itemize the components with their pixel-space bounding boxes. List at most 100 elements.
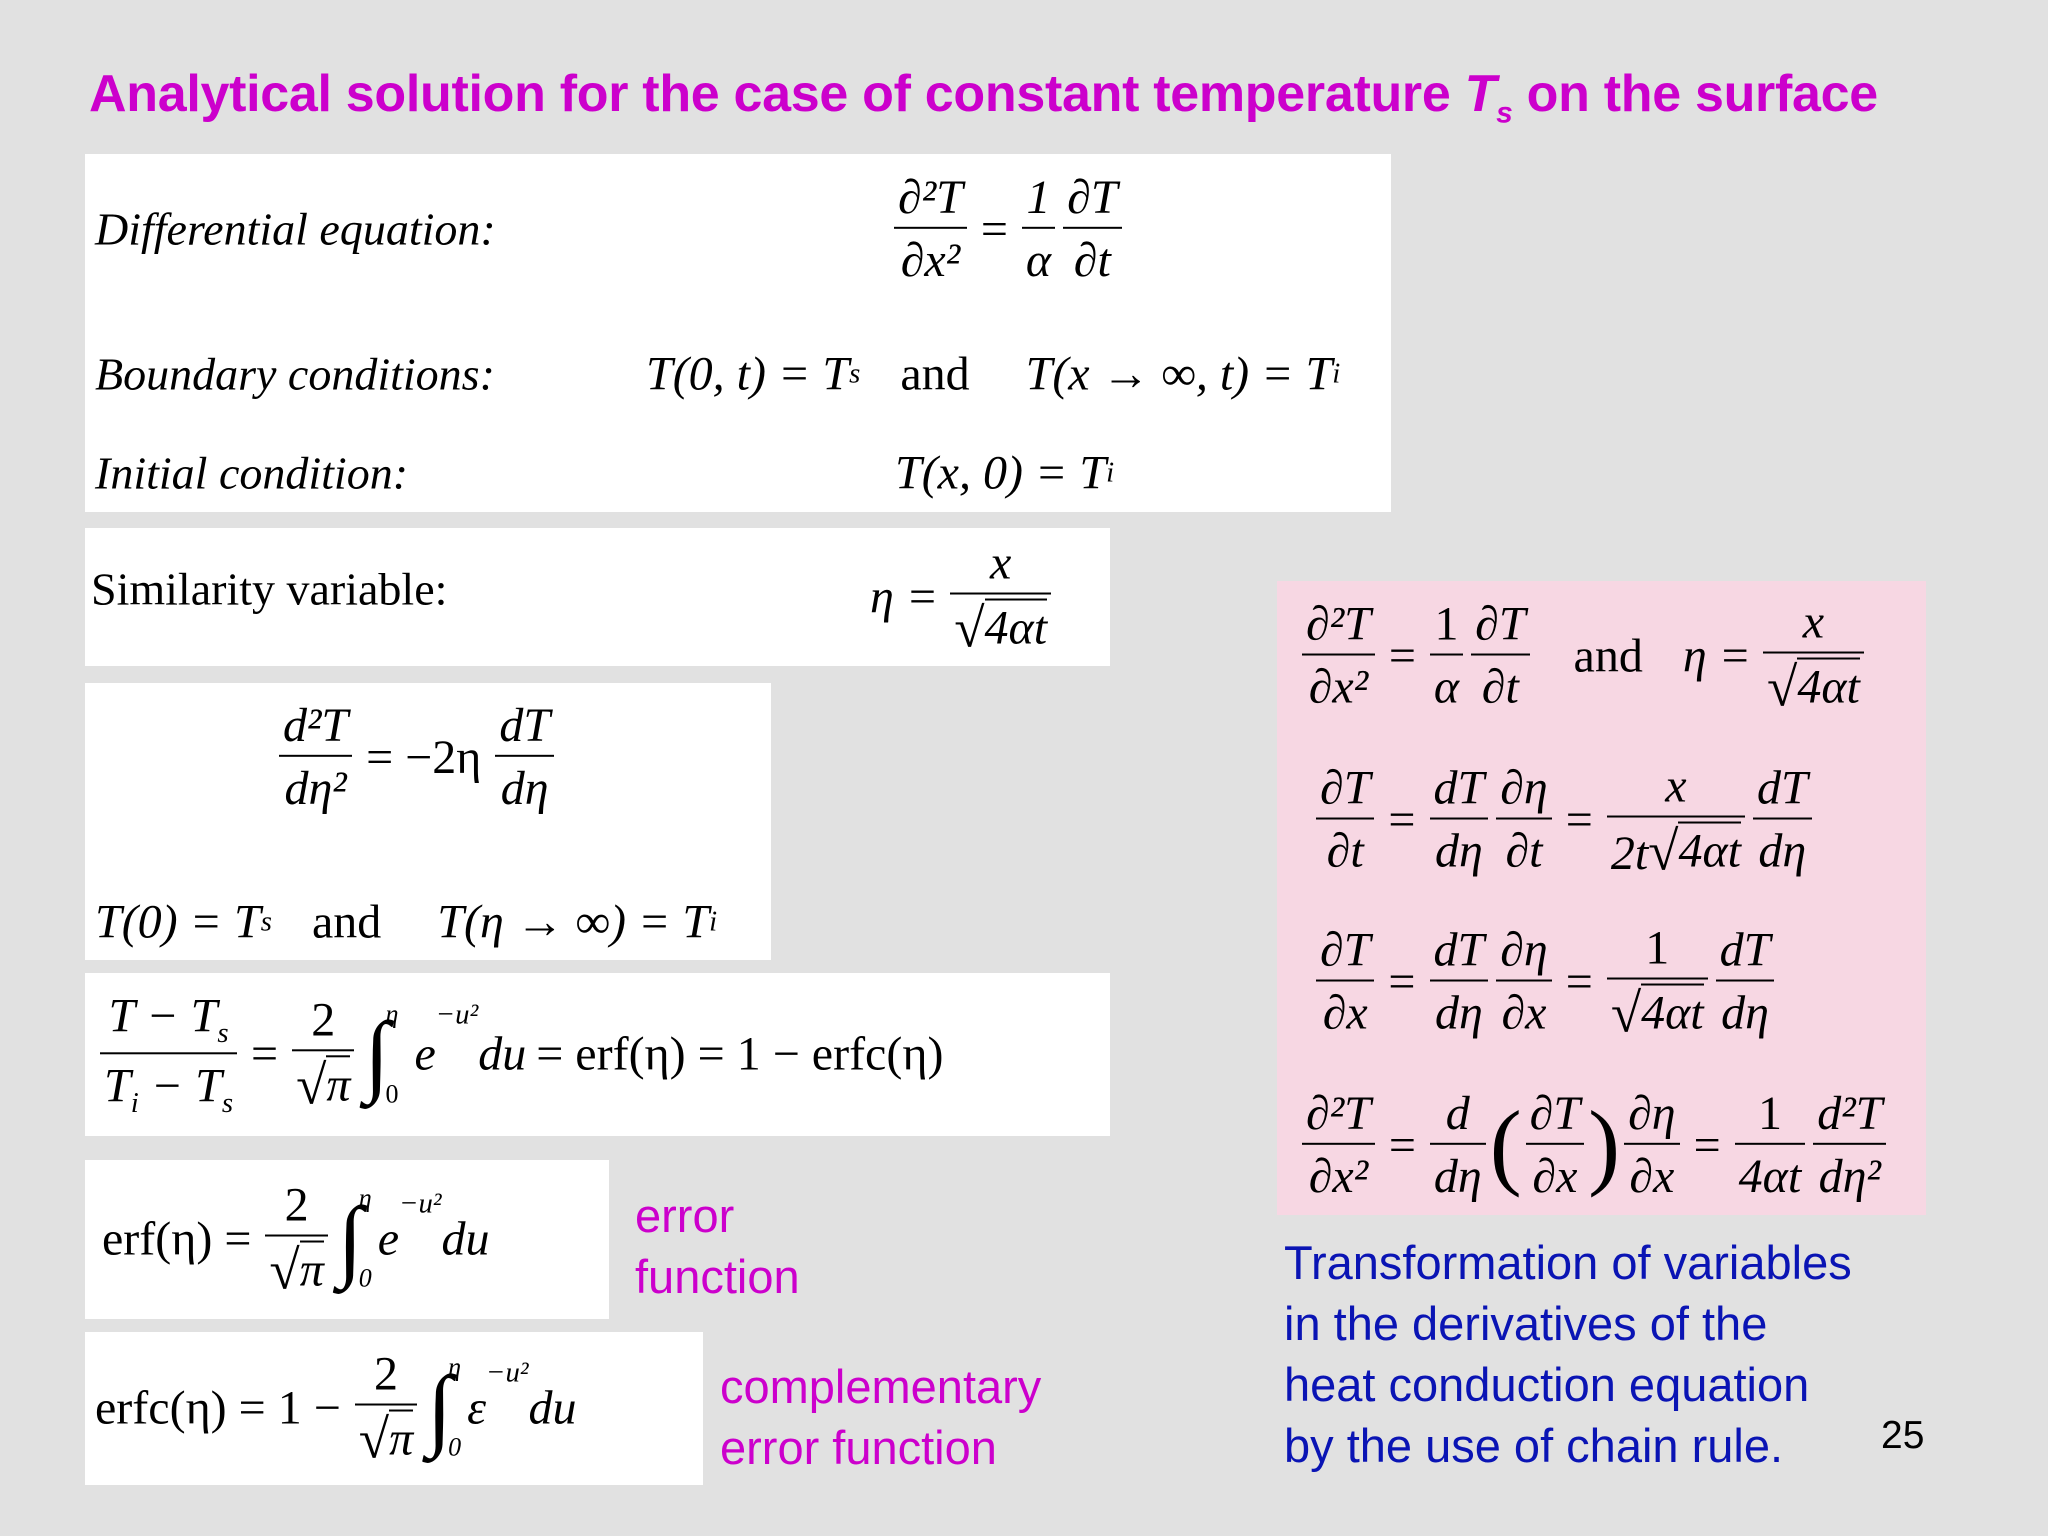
- radicand: π: [299, 1240, 324, 1298]
- eta-lhs: η =: [1682, 629, 1752, 683]
- ic-label: Initial condition:: [95, 447, 409, 499]
- upper: η: [358, 1184, 372, 1213]
- integral-icon: ∫: [427, 1357, 453, 1459]
- left-paren: (: [1489, 1091, 1522, 1198]
- num: ∂η: [1628, 1086, 1676, 1140]
- frac: d²T dη²: [279, 698, 353, 816]
- d1b: − T: [138, 1059, 222, 1112]
- title-var-t: T: [1464, 65, 1497, 123]
- diff-label: Differential equation:: [95, 203, 496, 255]
- frac: ∂²T ∂x²: [894, 170, 967, 288]
- num: 2: [284, 1178, 309, 1232]
- equals: =: [1693, 1118, 1721, 1172]
- boundary-conditions-row: Boundary conditions:: [95, 348, 495, 401]
- exp-base: e: [377, 1212, 400, 1266]
- title-var-sub: s: [1496, 96, 1513, 130]
- num: d²T: [283, 698, 349, 752]
- radicand: π: [389, 1409, 414, 1467]
- tail: = erf(η) = 1 − erfc(η): [536, 1027, 944, 1081]
- chain-rule-row-2: ∂T ∂t = dT dη ∂η ∂t = x 2t √ 4αt dT dη: [1312, 759, 1816, 882]
- den: ∂t: [1063, 227, 1122, 288]
- num: dT: [1433, 923, 1485, 977]
- ic-sub: i: [1106, 456, 1115, 489]
- den: 2t √ 4αt: [1606, 815, 1745, 882]
- slide-title: Analytical solution for the case of cons…: [89, 64, 1878, 130]
- den: √ π: [354, 1403, 418, 1470]
- sqrt-icon: √: [1648, 820, 1679, 882]
- sqrt-icon: √: [1610, 982, 1642, 1044]
- bc1-sub: s: [849, 357, 861, 390]
- sqrt: √ π: [359, 1409, 414, 1467]
- equals: =: [1565, 793, 1593, 847]
- erf-note: error function: [635, 1185, 800, 1307]
- n1s: s: [217, 1016, 229, 1049]
- similarity-label-row: Similarity variable:: [91, 563, 447, 616]
- frac: ∂η ∂t: [1496, 761, 1552, 879]
- erf-box: [85, 1160, 609, 1319]
- sqrt-icon: √: [296, 1054, 327, 1116]
- den: dη²: [279, 755, 353, 816]
- sqrt: √ 4αt: [1767, 656, 1860, 718]
- sqrt: √ π: [296, 1054, 351, 1116]
- sqrt-icon: √: [1767, 656, 1798, 718]
- bc2: T(x → ∞, t) = T: [1025, 347, 1333, 401]
- den: ∂t: [1316, 818, 1375, 879]
- frac: dT dη: [1429, 923, 1489, 1041]
- num: ∂²T: [1306, 597, 1371, 651]
- d1s: i: [130, 1086, 139, 1119]
- exponent: −u²: [435, 998, 479, 1031]
- num: dT: [1756, 761, 1808, 815]
- den: dη: [495, 755, 555, 816]
- den: ∂x: [1525, 1143, 1585, 1204]
- erfc-note: complementary error function: [720, 1356, 1041, 1478]
- den: dη²: [1813, 1143, 1887, 1204]
- frac: ∂η ∂x: [1624, 1086, 1680, 1204]
- bc-label: Boundary conditions:: [95, 348, 495, 400]
- c1-sub: s: [260, 905, 272, 938]
- exp-base: e: [414, 1027, 436, 1081]
- frac: ∂T ∂x: [1525, 1086, 1585, 1204]
- sqrt: √ 4αt: [1610, 982, 1704, 1044]
- bc1: T(0, t) = T: [646, 347, 850, 401]
- upper: η: [448, 1353, 462, 1382]
- erfc-box: [85, 1332, 703, 1485]
- den: √ 4αt: [1606, 977, 1708, 1044]
- chain-rule-row-4: ∂²T ∂x² = d dη ( ∂T ∂x ) ∂η ∂x = 1 4αt d²T dη²: [1298, 1086, 1890, 1204]
- equals: =: [980, 202, 1008, 256]
- den: ∂x²: [1302, 654, 1375, 715]
- den: √ 4αt: [1763, 651, 1864, 718]
- note-line: function: [635, 1250, 800, 1303]
- title-text: Analytical solution for the case of cons…: [89, 65, 1465, 123]
- lower: 0: [385, 1079, 399, 1108]
- den: dη: [1715, 980, 1775, 1041]
- equals: =: [1388, 793, 1416, 847]
- frac: dT dη: [1429, 761, 1489, 879]
- den: α: [1021, 227, 1056, 288]
- equals: =: [1388, 629, 1416, 683]
- num: ∂²T: [898, 170, 963, 224]
- page-number: 25: [1881, 1414, 1925, 1457]
- lhs: erf(η) =: [102, 1212, 252, 1266]
- den: √ π: [292, 1049, 355, 1116]
- den: Ti − Ts: [100, 1052, 238, 1120]
- radicand: 4αt: [1797, 657, 1860, 715]
- frac: ∂T ∂x: [1316, 923, 1375, 1041]
- lhs: erfc(η) = 1 −: [95, 1381, 341, 1435]
- similarity-label: Similarity variable:: [91, 563, 448, 615]
- equals: =: [1565, 955, 1593, 1009]
- num: dT: [1433, 761, 1485, 815]
- frac: ∂T ∂t: [1316, 761, 1375, 879]
- sqrt-icon: √: [269, 1239, 300, 1301]
- num: 1: [1645, 921, 1670, 975]
- frac: ∂²T ∂x²: [1302, 1086, 1375, 1204]
- num: ∂T: [1475, 597, 1526, 651]
- num: 1: [1026, 170, 1051, 224]
- den: dη: [1429, 818, 1489, 879]
- n1a: T − T: [108, 989, 218, 1043]
- erf-equation: erf(η) = 2 √ π ∫ η 0 e −u² du: [102, 1178, 490, 1301]
- num: dT: [499, 698, 551, 752]
- equals: =: [251, 1027, 279, 1081]
